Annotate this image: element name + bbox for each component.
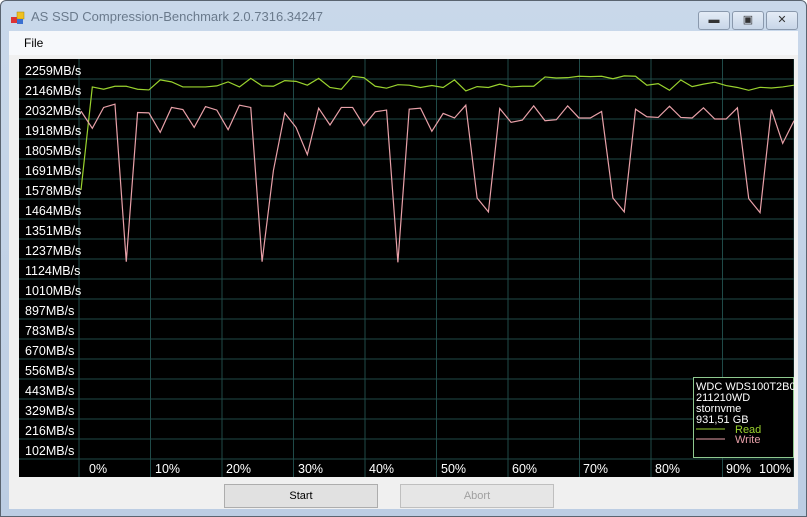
legend-drive-info: 211210WD bbox=[696, 392, 750, 404]
chart-svg: 2259MB/s 2146MB/s 2032MB/s 1918MB/s 1805MB/s… bbox=[19, 59, 796, 477]
y-tick-label: 1805MB/s bbox=[25, 144, 81, 158]
x-tick-label: 50% bbox=[441, 462, 466, 476]
x-tick-label: 0% bbox=[89, 462, 107, 476]
x-tick-label: 30% bbox=[298, 462, 323, 476]
app-icon bbox=[11, 11, 25, 24]
y-tick-label: 1237MB/s bbox=[25, 244, 81, 258]
legend-box bbox=[693, 377, 794, 458]
legend-drive-info: 931,51 GB bbox=[696, 414, 749, 426]
y-tick-label: 1464MB/s bbox=[25, 204, 81, 218]
x-tick-label: 60% bbox=[512, 462, 537, 476]
legend-label-read: Read bbox=[735, 424, 761, 436]
x-tick-label: 10% bbox=[155, 462, 180, 476]
window-title: AS SSD Compression-Benchmark 2.0.7316.34… bbox=[31, 9, 323, 24]
y-tick-label: 1010MB/s bbox=[25, 284, 81, 298]
y-tick-label: 2146MB/s bbox=[25, 84, 81, 98]
y-tick-label: 443MB/s bbox=[25, 384, 74, 398]
close-button[interactable]: ✕ bbox=[766, 11, 798, 30]
y-tick-label: 556MB/s bbox=[25, 364, 74, 378]
x-tick-label: 80% bbox=[655, 462, 680, 476]
y-tick-label: 1351MB/s bbox=[25, 224, 81, 238]
legend-drive-info: stornvme bbox=[696, 403, 741, 415]
y-tick-label: 1578MB/s bbox=[25, 184, 81, 198]
minimize-icon: ▬ bbox=[708, 14, 720, 26]
title-bar[interactable]: AS SSD Compression-Benchmark 2.0.7316.34… bbox=[1, 1, 806, 31]
x-tick-label: 70% bbox=[583, 462, 608, 476]
start-button[interactable]: Start bbox=[224, 484, 378, 508]
x-tick-label: 100% bbox=[759, 462, 791, 476]
y-tick-label: 783MB/s bbox=[25, 324, 74, 338]
y-tick-label: 1918MB/s bbox=[25, 124, 81, 138]
x-tick-label: 90% bbox=[726, 462, 751, 476]
y-tick-label: 216MB/s bbox=[25, 424, 74, 438]
maximize-button[interactable]: ▣ bbox=[732, 11, 764, 30]
y-tick-label: 2259MB/s bbox=[25, 64, 81, 78]
series-line-write bbox=[80, 103, 795, 263]
legend-drive-info: WDC WDS100T2B0 bbox=[696, 381, 794, 393]
y-tick-label: 1691MB/s bbox=[25, 164, 81, 178]
series-line-read bbox=[80, 75, 795, 191]
y-tick-label: 670MB/s bbox=[25, 344, 74, 358]
y-tick-label: 329MB/s bbox=[25, 404, 74, 418]
menu-bar: File bbox=[9, 31, 798, 55]
menu-file[interactable]: File bbox=[24, 36, 44, 50]
legend-label-write: Write bbox=[735, 434, 760, 446]
x-tick-label: 20% bbox=[226, 462, 251, 476]
maximize-icon: ▣ bbox=[742, 14, 754, 26]
close-icon: ✕ bbox=[777, 14, 787, 26]
abort-button: Abort bbox=[400, 484, 554, 508]
benchmark-chart: 2259MB/s 2146MB/s 2032MB/s 1918MB/s 1805MB/s… bbox=[19, 59, 796, 477]
y-tick-label: 897MB/s bbox=[25, 304, 74, 318]
y-tick-label: 2032MB/s bbox=[25, 104, 81, 118]
x-tick-label: 40% bbox=[369, 462, 394, 476]
minimize-button[interactable]: ▬ bbox=[698, 11, 730, 30]
client-area: File 2259MB/s 2146MB/s 2032MB/s 1918MB/s 180… bbox=[9, 31, 798, 509]
y-tick-label: 102MB/s bbox=[25, 444, 74, 458]
y-tick-label: 1124MB/s bbox=[25, 264, 80, 278]
